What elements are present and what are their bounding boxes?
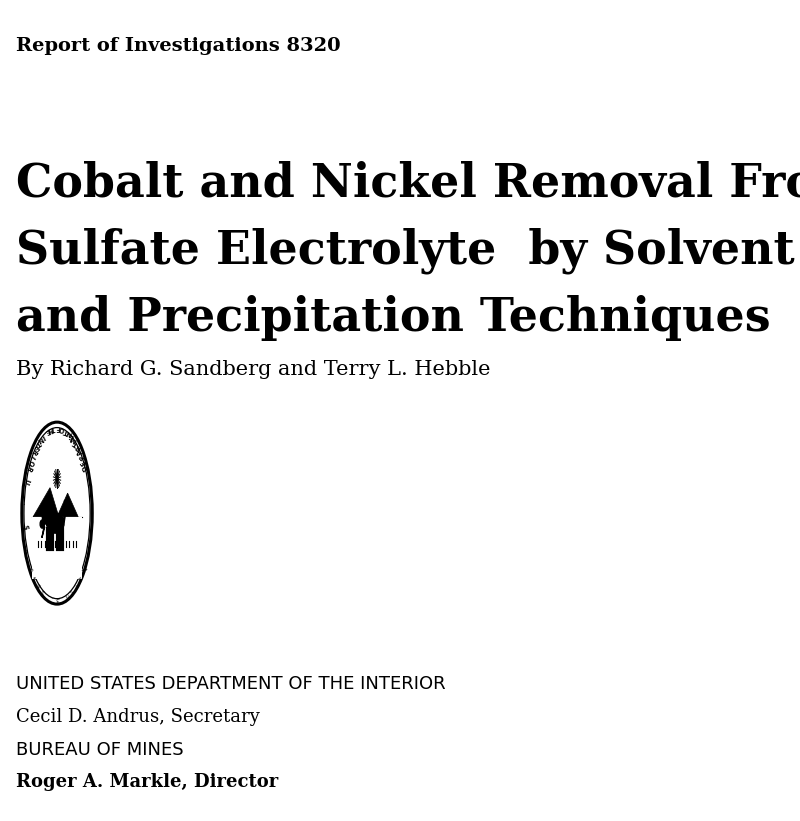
Text: Roger A. Markle, Director: Roger A. Markle, Director — [16, 773, 278, 791]
Text: E: E — [32, 443, 40, 451]
Polygon shape — [33, 488, 59, 516]
Text: T: T — [63, 428, 70, 434]
Text: D: D — [81, 464, 89, 472]
Text: H: H — [47, 426, 54, 433]
Text: M: M — [78, 565, 86, 571]
Ellipse shape — [56, 476, 58, 481]
Text: .: . — [21, 502, 27, 505]
Text: U: U — [22, 478, 30, 484]
Text: By Richard G. Sandberg and Terry L. Hebble: By Richard G. Sandberg and Terry L. Hebb… — [16, 360, 491, 378]
Text: Report of Investigations 8320: Report of Investigations 8320 — [16, 37, 341, 55]
Text: T: T — [50, 425, 56, 432]
Text: F: F — [56, 424, 61, 431]
Polygon shape — [33, 516, 82, 579]
Ellipse shape — [46, 513, 64, 533]
Text: Cecil D. Andrus, Secretary: Cecil D. Andrus, Secretary — [16, 708, 260, 726]
Text: N: N — [37, 435, 44, 443]
Text: S: S — [21, 524, 28, 530]
Text: h: h — [64, 592, 69, 598]
Polygon shape — [57, 493, 78, 516]
Text: R: R — [30, 447, 38, 456]
Text: ,: , — [51, 595, 54, 600]
Text: 1: 1 — [40, 588, 46, 594]
Text: a: a — [76, 574, 82, 580]
Text: I: I — [40, 433, 46, 439]
Text: .: . — [24, 547, 30, 552]
Text: 3: 3 — [55, 596, 59, 601]
Text: r: r — [73, 582, 78, 587]
Text: and Precipitation Techniques: and Precipitation Techniques — [16, 295, 771, 341]
Text: T: T — [34, 439, 42, 447]
Text: I: I — [29, 454, 35, 460]
Text: E: E — [80, 458, 87, 466]
Text: c: c — [68, 588, 74, 594]
Text: O: O — [58, 425, 64, 432]
Text: P: P — [78, 453, 86, 461]
Text: 9: 9 — [29, 565, 35, 571]
Text: Sulfate Electrolyte  by Solvent Extraction: Sulfate Electrolyte by Solvent Extractio… — [16, 227, 800, 274]
Text: O: O — [26, 458, 34, 466]
Text: UNITED STATES DEPARTMENT OF THE INTERIOR: UNITED STATES DEPARTMENT OF THE INTERIOR — [16, 675, 446, 693]
Text: R: R — [25, 464, 33, 471]
Text: Cobalt and Nickel Removal From Zinc: Cobalt and Nickel Removal From Zinc — [16, 160, 800, 206]
Text: T: T — [72, 439, 80, 447]
Ellipse shape — [40, 520, 44, 528]
Ellipse shape — [42, 507, 49, 524]
Text: R: R — [74, 443, 82, 451]
Ellipse shape — [48, 505, 56, 521]
Text: M: M — [70, 435, 78, 443]
Polygon shape — [42, 527, 45, 538]
Text: 8: 8 — [36, 581, 42, 588]
Text: E: E — [45, 428, 50, 434]
Text: E: E — [68, 433, 74, 439]
Text: BUREAU OF MINES: BUREAU OF MINES — [16, 741, 184, 759]
Text: N: N — [65, 429, 73, 437]
Text: 4: 4 — [32, 574, 38, 580]
Text: A: A — [76, 447, 84, 456]
